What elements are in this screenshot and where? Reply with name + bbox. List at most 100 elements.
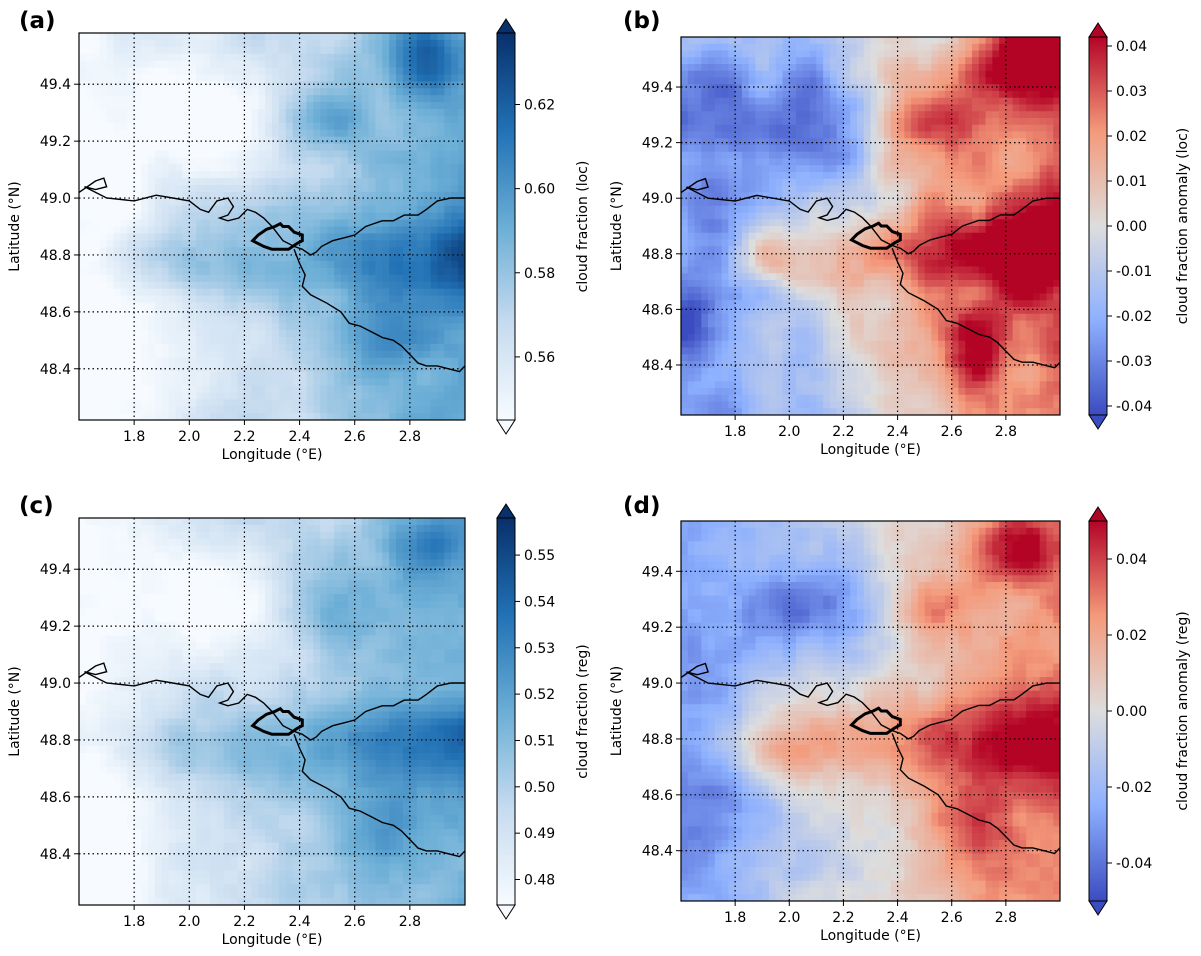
heatmap-cell bbox=[237, 240, 245, 248]
heatmap-cell bbox=[375, 240, 383, 248]
heatmap-cell bbox=[877, 111, 885, 119]
heatmap-cell bbox=[999, 57, 1007, 65]
heatmap-cell bbox=[389, 53, 397, 62]
heatmap-cell bbox=[850, 212, 858, 220]
heatmap-cell bbox=[1012, 84, 1020, 92]
heatmap-cell bbox=[182, 399, 190, 407]
heatmap-cell bbox=[694, 192, 702, 200]
heatmap-cell bbox=[877, 226, 885, 234]
heatmap-cell bbox=[870, 84, 878, 92]
heatmap-cell bbox=[458, 129, 466, 138]
heatmap-cell bbox=[972, 185, 980, 193]
heatmap-cell bbox=[382, 330, 390, 338]
heatmap-cell bbox=[1005, 118, 1014, 126]
heatmap-cell bbox=[141, 350, 149, 359]
heatmap-cell bbox=[458, 185, 466, 193]
heatmap-cell bbox=[409, 212, 418, 220]
heatmap-cell bbox=[216, 122, 225, 131]
heatmap-cell bbox=[189, 102, 197, 110]
heatmap-cell bbox=[890, 145, 898, 153]
heatmap-cell bbox=[327, 240, 335, 248]
heatmap-cell bbox=[265, 53, 273, 62]
heatmap-cell bbox=[458, 309, 466, 317]
heatmap-cell bbox=[748, 205, 756, 213]
heatmap-cell bbox=[299, 247, 307, 255]
heatmap-cell bbox=[951, 131, 959, 139]
heatmap-cell bbox=[347, 323, 356, 331]
heatmap-cell bbox=[147, 136, 156, 144]
heatmap-cell bbox=[748, 50, 756, 58]
heatmap-cell bbox=[203, 185, 211, 193]
heatmap-cell bbox=[278, 67, 287, 75]
heatmap-cell bbox=[924, 185, 932, 193]
heatmap-cell bbox=[985, 97, 993, 105]
heatmap-cell bbox=[134, 323, 142, 331]
heatmap-cell bbox=[992, 84, 1000, 92]
heatmap-cell bbox=[120, 392, 128, 400]
heatmap-cell bbox=[402, 288, 411, 297]
heatmap-cell bbox=[796, 37, 804, 45]
heatmap-cell bbox=[320, 406, 328, 414]
heatmap-cell bbox=[306, 115, 314, 124]
heatmap-cell bbox=[437, 46, 445, 55]
heatmap-cell bbox=[890, 70, 898, 78]
heatmap-cell bbox=[437, 88, 445, 96]
heatmap-cell bbox=[368, 226, 376, 234]
heatmap-cell bbox=[299, 143, 307, 151]
heatmap-cell bbox=[458, 288, 466, 297]
heatmap-cell bbox=[924, 131, 932, 139]
heatmap-cell bbox=[1039, 50, 1047, 58]
heatmap-cell bbox=[728, 70, 736, 78]
heatmap-cell bbox=[313, 212, 321, 220]
heatmap-cell bbox=[230, 288, 238, 297]
heatmap-cell bbox=[451, 364, 459, 373]
heatmap-cell bbox=[389, 226, 397, 234]
heatmap-cell bbox=[694, 43, 702, 51]
heatmap-cell bbox=[292, 102, 300, 110]
heatmap-cell bbox=[382, 212, 390, 220]
heatmap-cell bbox=[258, 350, 266, 359]
heatmap-cell bbox=[458, 295, 466, 303]
heatmap-cell bbox=[244, 392, 252, 400]
heatmap-cell bbox=[141, 74, 149, 82]
heatmap-cell bbox=[884, 57, 892, 65]
heatmap-cell bbox=[708, 178, 716, 186]
heatmap-cell bbox=[230, 247, 238, 255]
heatmap-cell bbox=[258, 392, 266, 400]
heatmap-cell bbox=[714, 158, 723, 166]
heatmap-cell bbox=[789, 232, 797, 240]
heatmap-cell bbox=[451, 171, 459, 179]
heatmap-cell bbox=[127, 60, 135, 68]
heatmap-cell bbox=[230, 385, 238, 393]
heatmap-cell bbox=[444, 288, 452, 297]
heatmap-cell bbox=[361, 102, 369, 110]
heatmap-cell bbox=[120, 33, 128, 41]
heatmap-cell bbox=[182, 53, 190, 62]
heatmap-cell bbox=[175, 74, 183, 82]
heatmap-cell bbox=[458, 53, 466, 62]
heatmap-cell bbox=[154, 74, 163, 82]
colorbar-tick-label: 0.56 bbox=[524, 350, 555, 366]
heatmap-cell bbox=[681, 239, 689, 247]
heatmap-cell bbox=[951, 246, 959, 254]
heatmap-cell bbox=[223, 288, 232, 297]
heatmap-cell bbox=[416, 261, 425, 269]
heatmap-cell bbox=[141, 88, 149, 96]
heatmap-cell bbox=[458, 198, 466, 207]
heatmap-cell bbox=[721, 192, 729, 200]
heatmap-cell bbox=[168, 371, 176, 379]
heatmap-cell bbox=[1039, 118, 1047, 126]
heatmap-cell bbox=[313, 164, 321, 172]
heatmap-cell bbox=[694, 165, 702, 173]
heatmap-cell bbox=[265, 88, 273, 96]
heatmap-cell bbox=[944, 91, 953, 99]
heatmap-cell bbox=[168, 33, 176, 41]
heatmap-cell bbox=[409, 205, 418, 214]
heatmap-cell bbox=[134, 247, 142, 255]
heatmap-cell bbox=[877, 118, 885, 126]
heatmap-cell bbox=[382, 205, 390, 214]
heatmap-cell bbox=[1053, 111, 1061, 119]
heatmap-cell bbox=[99, 274, 107, 283]
heatmap-cell bbox=[223, 302, 232, 310]
heatmap-cell bbox=[985, 77, 993, 85]
